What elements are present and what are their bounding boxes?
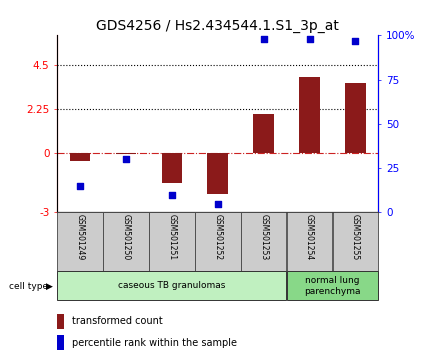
Text: percentile rank within the sample: percentile rank within the sample — [72, 338, 237, 348]
Text: ▶: ▶ — [46, 281, 53, 291]
Bar — [253, 114, 274, 153]
Bar — [58, 272, 286, 300]
Text: caseous TB granulomas: caseous TB granulomas — [118, 281, 226, 290]
Text: GSM501250: GSM501250 — [121, 214, 131, 261]
Text: GSM501252: GSM501252 — [213, 214, 222, 260]
Point — [169, 192, 176, 198]
Bar — [208, 153, 228, 194]
Bar — [58, 212, 103, 271]
Text: GSM501255: GSM501255 — [351, 214, 360, 261]
Bar — [287, 272, 378, 300]
Bar — [103, 212, 149, 271]
Point — [306, 36, 313, 42]
Bar — [345, 82, 366, 153]
Text: GSM501254: GSM501254 — [305, 214, 314, 261]
Bar — [149, 212, 194, 271]
Text: GSM501253: GSM501253 — [259, 214, 268, 261]
Bar — [195, 212, 241, 271]
Point — [122, 156, 129, 162]
Point — [352, 38, 359, 44]
Text: cell type: cell type — [9, 281, 48, 291]
Bar — [299, 77, 320, 153]
Bar — [287, 212, 332, 271]
Title: GDS4256 / Hs2.434544.1.S1_3p_at: GDS4256 / Hs2.434544.1.S1_3p_at — [96, 19, 339, 33]
Text: normal lung
parenchyma: normal lung parenchyma — [304, 276, 361, 296]
Text: GSM501249: GSM501249 — [76, 214, 84, 261]
Text: GSM501251: GSM501251 — [167, 214, 176, 260]
Point — [260, 36, 267, 42]
Text: transformed count: transformed count — [72, 316, 162, 326]
Bar — [241, 212, 286, 271]
Bar — [161, 153, 182, 183]
Bar — [116, 153, 136, 154]
Bar — [333, 212, 378, 271]
Point — [77, 183, 84, 189]
Bar — [70, 153, 91, 161]
Point — [214, 201, 221, 206]
